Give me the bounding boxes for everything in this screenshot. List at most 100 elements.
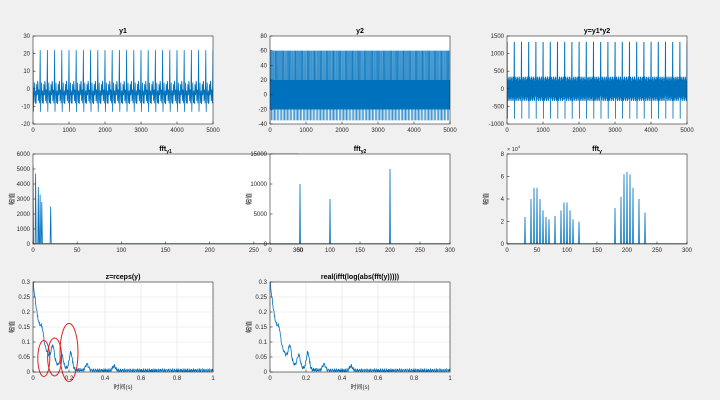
x-tick-label: 150 <box>355 248 366 254</box>
y-tick-label: 0.2 <box>259 310 268 316</box>
x-tick-label: 2000 <box>98 128 112 134</box>
y-tick-label: 0.25 <box>18 295 30 301</box>
chart-title-main: real(ifft(log(abs(fft(y))))) <box>321 274 399 281</box>
x-tick-label: 5000 <box>206 128 220 134</box>
y-tick-label: 0.2 <box>22 310 31 316</box>
chart-title: real(ifft(log(abs(fft(y))))) <box>321 274 399 281</box>
chart-title-main: fft <box>159 146 167 153</box>
y-tick-label: 80 <box>260 34 267 40</box>
x-tick-label: 0.6 <box>137 376 146 382</box>
x-tick-label: 250 <box>652 248 663 254</box>
x-tick-label: 0.8 <box>173 376 182 382</box>
y-tick-label: 10000 <box>250 182 267 188</box>
chart-title-main: fft <box>354 146 362 153</box>
x-tick-label: 0.8 <box>410 376 419 382</box>
x-tick-label: 3000 <box>134 128 148 134</box>
x-tick-label: 1 <box>448 376 452 382</box>
chart-title-subscript: y1 <box>166 149 172 155</box>
x-tick-label: 0.4 <box>101 376 110 382</box>
y-tick-label: -20 <box>258 107 267 113</box>
data-series-line <box>507 41 687 119</box>
chart-title: y=y1*y2 <box>584 28 610 35</box>
axes-box <box>506 35 688 125</box>
y-exponent-base: × 10 <box>507 147 518 153</box>
chart-title: ffty <box>592 146 602 155</box>
y-tick-label: 10 <box>23 69 30 75</box>
y-exponent-power: 4 <box>518 144 521 149</box>
data-series-line <box>33 282 213 372</box>
y-tick-label: 40 <box>260 63 267 69</box>
y-tick-label: 15000 <box>250 152 267 158</box>
y-tick-label: -40 <box>258 122 267 128</box>
y-tick-label: 1500 <box>491 34 505 40</box>
x-tick-label: 1000 <box>536 128 550 134</box>
y-tick-label: 0.15 <box>255 325 267 331</box>
highlight-ellipse <box>47 337 63 377</box>
x-tick-label: 4000 <box>170 128 184 134</box>
data-series-line <box>507 171 687 244</box>
y-tick-label: -10 <box>21 104 30 110</box>
x-tick-label: 4000 <box>644 128 658 134</box>
chart-title: ffty1 <box>159 146 172 155</box>
subplot-cepstrum_real_ifft: 0 0.2 0.4 0.6 0.8 1 0 0.05 0.1 0.15 0.2 0.25 0.3 real… <box>245 274 452 391</box>
x-tick-label: 5000 <box>680 128 694 134</box>
subplot-fft_y2: 0 50 100 150 200 250 300 0 5000 10000 15000 ffty2 幅值 <box>245 146 456 254</box>
x-tick-label: 0 <box>505 248 509 254</box>
y-tick-label: 4 <box>501 197 505 203</box>
y-axis-label: 幅值 <box>8 321 16 333</box>
y-tick-label: 4000 <box>17 182 31 188</box>
x-tick-label: 50 <box>74 248 81 254</box>
x-tick-label: 100 <box>116 248 127 254</box>
y-axis-label: 幅值 <box>482 193 490 205</box>
y-tick-label: 3000 <box>17 197 31 203</box>
x-tick-label: 0.2 <box>302 376 311 382</box>
y-tick-label: 1000 <box>17 227 31 233</box>
x-tick-label: 3000 <box>608 128 622 134</box>
x-tick-label: 250 <box>415 248 426 254</box>
x-tick-label: 200 <box>205 248 216 254</box>
y-tick-label: 0.05 <box>255 355 267 361</box>
y-tick-label: -500 <box>492 104 505 110</box>
y-tick-label: 0.15 <box>18 325 30 331</box>
y-axis-label: 幅值 <box>8 193 16 205</box>
x-tick-label: 0.2 <box>65 376 74 382</box>
y-tick-label: 2 <box>501 220 505 226</box>
chart-title: ffty2 <box>354 146 367 155</box>
x-tick-label: 50 <box>297 248 304 254</box>
highlight-ellipse <box>37 340 51 377</box>
subplot-y1: 0 1000 2000 3000 4000 5000 -20 -10 0 10 20 30 y1 <box>21 28 220 134</box>
subplot-y_product: 0 1000 2000 3000 4000 5000 -1000 -500 0 500 1000 15… <box>489 28 695 134</box>
y-axis-label: 幅值 <box>245 193 253 205</box>
y-axis-label: 幅值 <box>245 321 253 333</box>
data-series-line <box>33 50 213 112</box>
y-tick-label: 500 <box>494 69 505 75</box>
y-tick-label: 0.3 <box>22 280 31 286</box>
x-tick-label: 50 <box>534 248 541 254</box>
x-tick-label: 100 <box>562 248 573 254</box>
data-series-line <box>270 168 450 244</box>
x-tick-label: 150 <box>160 248 171 254</box>
x-tick-label: 100 <box>325 248 336 254</box>
y-tick-label: 30 <box>23 34 30 40</box>
x-tick-label: 1 <box>211 376 215 382</box>
chart-title-subscript: y <box>599 149 602 155</box>
x-tick-label: 2000 <box>572 128 586 134</box>
chart-title: z=rceps(y) <box>106 274 141 281</box>
plot-area <box>33 36 213 124</box>
y-tick-label: 0 <box>264 93 268 99</box>
y-tick-label: 0.25 <box>255 295 267 301</box>
y-tick-label: 0.05 <box>18 355 30 361</box>
chart-title-main: y1 <box>119 28 127 35</box>
axes-box <box>32 35 214 125</box>
x-tick-label: 3000 <box>371 128 385 134</box>
chart-title: y1 <box>119 28 127 35</box>
y-tick-label: 0 <box>27 87 31 93</box>
y-tick-label: 0 <box>264 242 268 248</box>
y-tick-label: 5000 <box>17 167 31 173</box>
x-tick-label: 0 <box>31 248 35 254</box>
y-tick-label: 1000 <box>491 52 505 58</box>
y-tick-label: 8 <box>501 152 505 158</box>
y-tick-label: 0.3 <box>259 280 268 286</box>
